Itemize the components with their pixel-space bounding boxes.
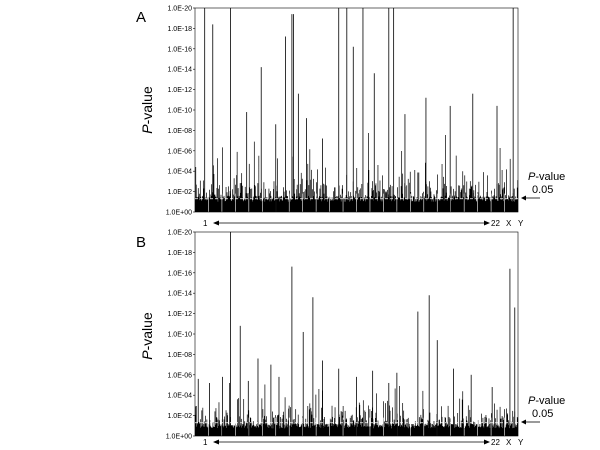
y-tick-label: 1.0E+00 [166,210,192,217]
panel-a-chr-22: 22 [491,219,500,228]
y-tick-label: 1.0E-04 [167,169,192,176]
panel-b-chr-22: 22 [491,438,500,447]
panel-b-y-ticks: 1.0E-20 1.0E-18 1.0E-16 1.0E-14 1.0E-12 1.0E-… [166,230,195,441]
y-tick-label: 1.0E-20 [167,230,192,237]
y-tick-label: 1.0E-20 [167,6,192,13]
y-tick-label: 1.0E-02 [167,413,192,420]
y-tick-label: 1.0E-06 [167,372,192,379]
panel-b: B P-value 1.0E-201.0E-181.0E-161.0E-141.… [136,230,565,448]
y-tick-label: 1.0E-16 [167,270,192,277]
panel-b-chr-x: X [506,438,512,447]
panel-a-letter: A [136,9,146,26]
y-tick-label: 1.0E-04 [167,393,192,400]
panel-b-plot-frame [194,231,519,437]
panel-b-chr-start: 1 [203,438,208,447]
y-tick-label: 1.0E-02 [167,189,192,196]
y-tick-label: 1.0E-10 [167,332,192,339]
panel-a-threshold-arrow [521,195,540,201]
panel-b-bars [194,232,519,436]
panel-a-chr-x: X [506,219,512,228]
y-tick-label: 1.0E-08 [167,128,192,135]
y-tick-label: 1.0E-12 [167,311,192,318]
y-tick-label: 1.0E-08 [167,352,192,359]
panel-b-chr-y: Y [518,438,524,447]
y-tick-label: 1.0E-10 [167,108,192,115]
panel-a-bars [194,8,519,212]
y-tick-label: 1.0E-14 [167,67,192,74]
panel-b-chromosome-range: 1 22 X Y [203,438,524,447]
y-tick-label: 1.0E-16 [167,46,192,53]
panel-a: A P-value 1.0E-201.0E-181.0E-161.0E-141.… [136,6,565,229]
panel-b-threshold-arrow [521,419,540,425]
panel-a-plot-frame [194,7,519,213]
panel-a-threshold-value: 0.05 [532,184,553,196]
panel-b-letter: B [136,234,146,251]
panel-a-chromosome-range: 1 22 X Y [203,219,524,228]
panel-b-threshold-value: 0.05 [532,408,553,420]
panel-b-threshold-label: P-value [528,395,565,407]
y-tick-label: 1.0E-18 [167,26,192,33]
y-tick-label: 1.0E-18 [167,250,192,257]
y-tick-label: 1.0E-12 [167,87,192,94]
panel-a-y-ticks: 1.0E-20 1.0E-18 1.0E-16 1.0E-14 1.0E-12 1.0E-… [166,6,195,217]
y-tick-label: 1.0E-06 [167,148,192,155]
panel-a-chr-start: 1 [203,219,208,228]
panel-b-ylabel: P-value [139,312,155,360]
panel-a-chr-y: Y [518,219,524,228]
y-tick-label: 1.0E+00 [166,434,192,441]
panel-a-ylabel: P-value [139,86,155,134]
y-tick-label: 1.0E-14 [167,291,192,298]
panel-a-threshold-label: P-value [528,171,565,183]
